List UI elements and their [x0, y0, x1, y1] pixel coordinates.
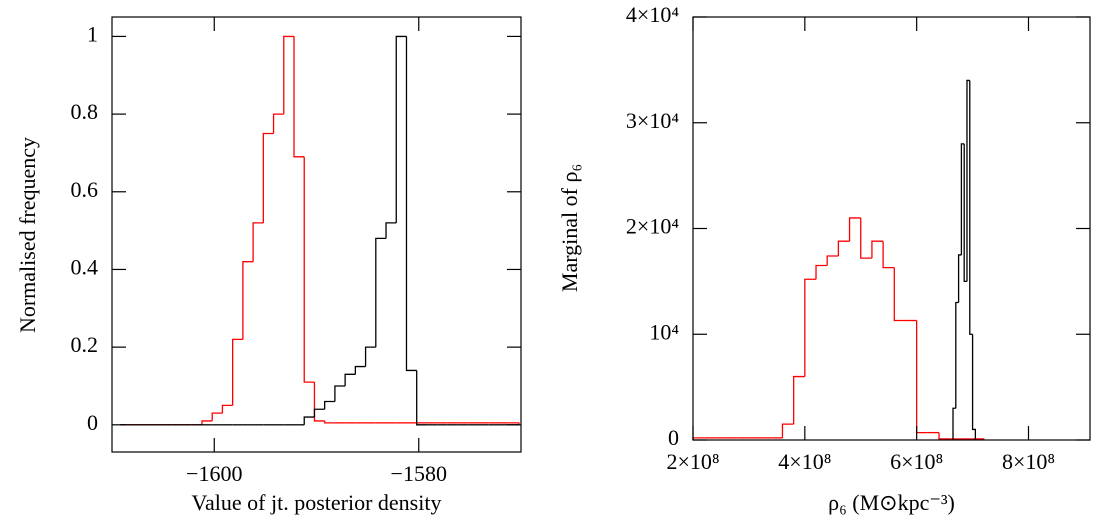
histogram-bin: [848, 217, 861, 242]
x-axis-label: ρ₆ (M⊙kpc⁻³): [828, 490, 955, 515]
histogram-bin: [283, 35, 295, 115]
histogram-bin: [354, 365, 366, 375]
x-tick-label: 4×10⁸: [778, 449, 831, 474]
histogram-bin: [272, 113, 284, 134]
y-tick-label: 10⁴: [649, 319, 679, 344]
histogram-bin: [882, 241, 895, 269]
histogram-bin: [262, 132, 274, 223]
histogram-bin: [955, 301, 959, 409]
histogram-bin: [957, 254, 962, 303]
y-tick-label: 0.4: [71, 255, 99, 280]
histogram-bin: [804, 278, 817, 377]
y-tick-label: 0.8: [71, 99, 99, 124]
histogram-bin: [293, 36, 305, 158]
histogram-bin: [952, 407, 956, 440]
y-tick-label: 0: [87, 410, 98, 435]
histogram-bin: [971, 334, 977, 440]
histogram-bin: [375, 237, 387, 348]
x-tick-label: −1580: [391, 461, 447, 486]
x-tick-label: 6×10⁸: [890, 449, 943, 474]
y-tick-label: 0.2: [71, 332, 99, 357]
y-axis-label: Normalised frequency: [15, 137, 40, 333]
histogram-bin: [781, 423, 794, 438]
histogram-bin: [871, 240, 884, 259]
histogram-bin: [324, 420, 335, 424]
histogram-bin: [334, 385, 346, 402]
y-tick-label: 0.6: [71, 177, 99, 202]
x-tick-label: 2×10⁸: [666, 449, 719, 474]
histogram-bin: [815, 264, 828, 280]
panel: −1600 −1580 0 0.2 0.4 0.6 0.8 1 Value of jt. pos…: [15, 16, 522, 515]
plot-frame: [111, 16, 522, 453]
histogram-bin: [826, 255, 839, 266]
y-tick-label: 4×10⁴: [626, 2, 679, 27]
histogram-bin: [969, 80, 973, 335]
histogram-bin: [395, 35, 407, 223]
histogram-bin: [837, 240, 850, 256]
histogram-bin: [252, 222, 264, 262]
histogram-bin: [792, 375, 805, 425]
histogram-bin: [232, 338, 243, 406]
x-axis-label: Value of jt. posterior density: [192, 490, 442, 515]
histogram-bin: [364, 346, 376, 367]
histogram-bin: [221, 404, 233, 414]
y-tick-label: 0: [668, 425, 679, 450]
x-tick-label: −1600: [186, 461, 242, 486]
histogram-bin: [966, 79, 970, 282]
histogram-bin: [324, 400, 335, 410]
histogram-bin: [242, 261, 254, 340]
histogram-bin: [303, 156, 315, 383]
plot-frame: [692, 16, 1091, 441]
y-tick-label: 3×10⁴: [626, 108, 679, 133]
panel: 2×10⁸ 4×10⁸ 6×10⁸ 8×10⁸ 0 10⁴ 2×10⁴ 3×10⁴ 4×10⁴ ρ…: [557, 2, 1091, 515]
histogram-bin: [916, 320, 928, 434]
y-tick-label: 2×10⁴: [626, 214, 679, 239]
histogram-bin: [313, 382, 325, 422]
x-tick-label: 8×10⁸: [1002, 449, 1055, 474]
histogram-bin: [963, 143, 967, 283]
histogram-bin: [416, 370, 427, 426]
histogram-bin: [303, 416, 315, 425]
histogram-bin: [893, 267, 906, 322]
histogram-bin: [385, 222, 397, 239]
histogram-bin: [860, 217, 872, 259]
histogram-bin: [201, 420, 213, 425]
histogram-bin: [313, 408, 325, 418]
histogram-bin: [405, 36, 417, 372]
histogram-bin: [960, 143, 965, 255]
y-tick-label: 1: [87, 21, 98, 46]
histogram-bin: [344, 373, 356, 386]
histogram-bin: [938, 432, 951, 440]
y-axis-label: Marginal of ρ₆: [557, 164, 582, 292]
histogram-bin: [211, 412, 223, 421]
